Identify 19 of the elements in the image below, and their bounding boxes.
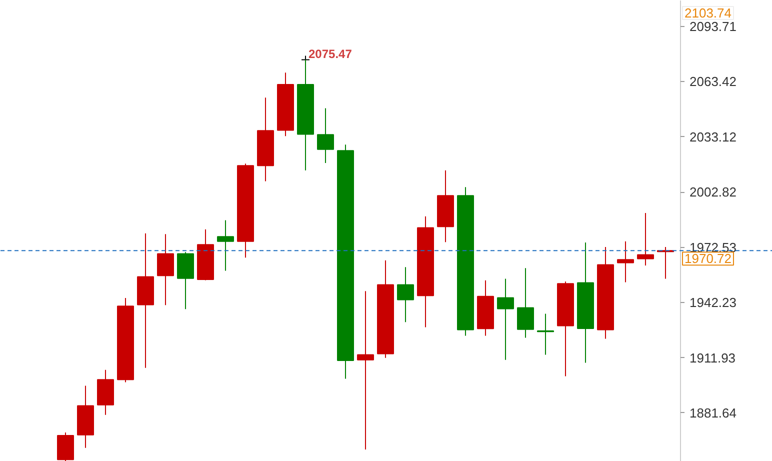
candlestick bbox=[397, 266, 414, 323]
y-tick-label: 2002.82 bbox=[690, 184, 736, 200]
candlestick bbox=[617, 240, 634, 283]
y-tick-label: 2033.12 bbox=[690, 129, 736, 144]
candlestick bbox=[217, 220, 234, 272]
y-tick-label: 1881.64 bbox=[690, 405, 736, 420]
candlestick bbox=[357, 290, 374, 450]
candlestick bbox=[317, 108, 334, 164]
candlestick bbox=[517, 268, 534, 338]
annotation: 2075.47 bbox=[308, 46, 352, 61]
y-tick-label: 1942.23 bbox=[690, 295, 736, 310]
candlestick bbox=[157, 234, 174, 306]
text: 2103.74 bbox=[684, 6, 732, 20]
y-tick-label: 1911.93 bbox=[690, 350, 736, 366]
candlestick bbox=[637, 212, 654, 266]
ref-line-label: 1970.72 bbox=[684, 251, 732, 266]
y-tick-label: 2093.71 bbox=[690, 19, 736, 34]
candlestick bbox=[497, 278, 514, 360]
y-tick-label: 2063.42 bbox=[690, 74, 736, 90]
